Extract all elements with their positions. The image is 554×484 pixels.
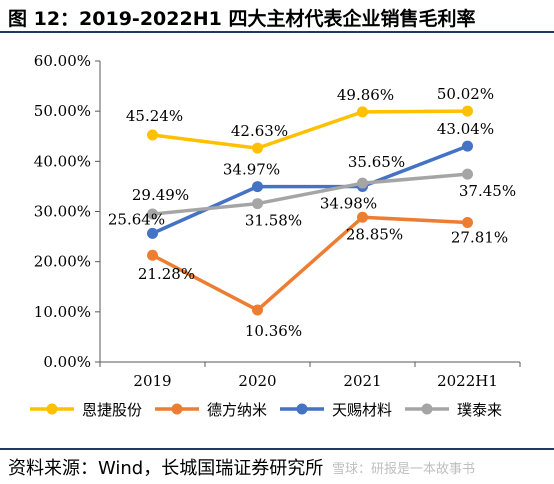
series-line-1 (152, 109, 468, 150)
y-tick-label: 60.00% (34, 52, 91, 70)
y-tick-label: 40.00% (34, 152, 91, 170)
data-point (147, 129, 158, 141)
data-label: 50.02% (437, 85, 494, 103)
data-point (462, 105, 473, 117)
data-point (252, 181, 263, 193)
data-label: 42.63% (231, 122, 288, 140)
data-point (357, 177, 368, 189)
data-label: 28.85% (346, 225, 403, 243)
data-point (462, 168, 473, 180)
data-point (147, 208, 158, 220)
data-label: 34.97% (223, 161, 280, 179)
legend-label: 天赐材料 (332, 401, 392, 419)
data-point (252, 198, 263, 210)
data-point (252, 142, 263, 154)
y-tick-label: 20.00% (34, 253, 91, 271)
data-label: 27.81% (451, 228, 508, 246)
source-rule (0, 448, 554, 450)
legend-label: 璞泰来 (457, 401, 502, 419)
series-line-2 (151, 215, 468, 312)
data-label: 49.86% (337, 86, 394, 104)
watermark: 雪球：研报是一本故事书 (332, 462, 476, 477)
y-tick-label: 50.00% (34, 102, 91, 120)
data-label: 45.24% (126, 107, 183, 125)
title-rule (0, 31, 554, 33)
legend-marker (296, 403, 308, 415)
legend-label: 德方纳米 (207, 401, 267, 419)
data-label: 35.65% (348, 153, 405, 171)
source-note: 资料来源：Wind，长城国瑞证券研究所 (8, 458, 324, 479)
data-label: 34.98% (320, 195, 377, 213)
legend-marker (46, 403, 58, 415)
legend-label: 恩捷股份 (82, 401, 142, 419)
data-label: 21.28% (138, 265, 195, 283)
data-point (462, 216, 473, 228)
legend-marker (421, 403, 433, 415)
x-tick-label: 2022H1 (437, 372, 498, 390)
x-tick-label: 2020 (238, 372, 276, 390)
data-label: 29.49% (132, 186, 189, 204)
data-point (147, 249, 158, 261)
y-tick-label: 10.00% (34, 303, 91, 321)
data-point (357, 211, 368, 223)
legend-marker (171, 403, 183, 415)
data-label: 31.58% (245, 212, 302, 230)
x-tick-label: 2019 (133, 372, 171, 390)
x-tick-label: 2021 (343, 372, 381, 390)
data-point (462, 140, 473, 152)
data-label: 25.64% (108, 210, 165, 228)
y-tick-label: 30.00% (34, 203, 91, 221)
chart-title: 图 12：2019-2022H1 四大主材代表企业销售毛利率 (8, 8, 476, 30)
data-point (147, 227, 158, 239)
line-chart: 0.00% 10.00% 20.00% 30.00% 40.00% 50.00% 60.00… (30, 52, 521, 419)
data-point (357, 106, 368, 118)
y-tick-label: 0.00% (43, 353, 91, 371)
data-label: 37.45% (459, 182, 516, 200)
data-point (252, 304, 263, 316)
data-label: 10.36% (245, 322, 302, 340)
data-label: 43.04% (437, 120, 494, 138)
series-line-4 (152, 172, 468, 216)
